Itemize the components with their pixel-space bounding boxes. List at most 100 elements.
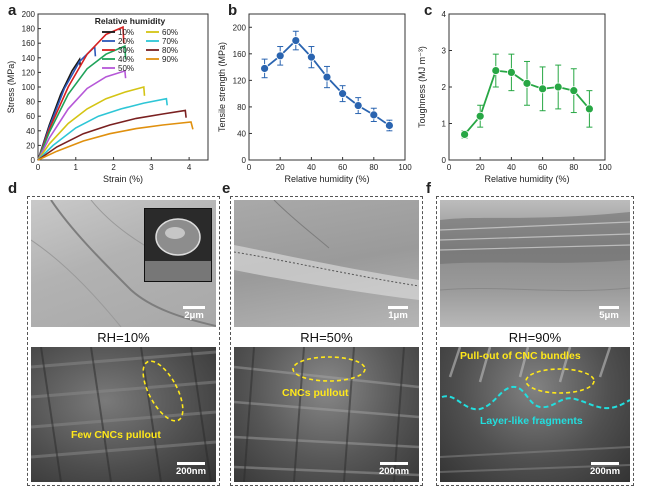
chart-c-data-point <box>475 111 485 121</box>
sem-texture-f-bottom <box>440 347 630 473</box>
chart-b-xtick-label: 40 <box>307 163 316 172</box>
legend-label-10pct: 10% <box>118 28 134 37</box>
chart-a-ytick-label: 180 <box>22 25 36 34</box>
chart-b-ytick-label: 200 <box>233 23 247 32</box>
chart-c-data-point <box>491 66 501 75</box>
series-line-40pct <box>37 44 127 161</box>
chart-c-data-point <box>522 78 532 88</box>
sem-texture-d-bottom <box>31 347 216 482</box>
series-line-70pct <box>37 97 168 161</box>
chart-c-ytick-label: 4 <box>442 10 447 19</box>
chart-b-xtick-label: 80 <box>369 163 378 172</box>
chart-b-data-point <box>338 89 347 99</box>
sem-image-d-bottom: Few CNCs pullout 200nm <box>31 347 216 482</box>
chart-c-data-point <box>569 86 579 96</box>
legend-label-80pct: 80% <box>162 46 178 55</box>
sem-panel-d: 2μm RH=10% Few CNCs pullout 200nm <box>27 196 220 486</box>
chart-c-data-point <box>460 130 469 139</box>
chart-c-data-point <box>553 82 563 92</box>
chart-a-xtick-label: 4 <box>187 163 192 172</box>
chart-b-ytick-label: 80 <box>237 103 246 112</box>
legend-label-20pct: 20% <box>118 37 134 46</box>
series-line-30pct <box>37 25 125 161</box>
series-line-50pct <box>37 69 127 161</box>
rh-label-e: RH=50% <box>300 330 353 345</box>
chart-c-xtick-label: 0 <box>447 163 452 172</box>
scale-label-f-top: 5μm <box>599 310 619 321</box>
chart-c-xtick-label: 80 <box>569 163 578 172</box>
panel-label-e: e <box>222 180 231 197</box>
legend-label-70pct: 70% <box>162 37 178 46</box>
panel-label-a: a <box>8 2 17 19</box>
toughness-chart: 0 20 40 60 80 100 0 1 2 3 4 Relative humidity (%) To… <box>417 10 612 184</box>
sem-image-f-bottom: Pull-out of CNC bundles Layer-like fragm… <box>440 347 630 482</box>
chart-c-data-point <box>507 68 516 77</box>
chart-b-ytick-label: 40 <box>237 129 246 138</box>
scale-bar-f-bottom: 200nm <box>585 462 625 477</box>
chart-a-ytick-label: 60 <box>26 112 35 121</box>
legend-label-30pct: 30% <box>118 46 134 55</box>
tensile-strength-chart: 0 20 40 60 80 100 0 40 80 120 160 200 Relative humid… <box>217 13 412 184</box>
scale-label-e-bottom: 200nm <box>378 466 410 477</box>
annotation-d: Few CNCs pullout <box>71 429 161 441</box>
chart-a-ytick-label: 140 <box>22 54 36 63</box>
chart-c-xtick-label: 20 <box>476 163 485 172</box>
scale-bar-e-bottom: 200nm <box>374 462 414 477</box>
scale-label-d-bottom: 200nm <box>175 466 207 477</box>
chart-a-ytick-label: 100 <box>22 83 36 92</box>
chart-b-data-point <box>291 36 301 45</box>
legend-title: Relative humidity <box>95 16 166 26</box>
sem-image-f-top: 5μm <box>440 200 630 327</box>
chart-b-data-point <box>353 101 363 110</box>
sem-texture-e-bottom <box>234 347 419 482</box>
scale-bar-d-bottom: 200nm <box>171 462 211 477</box>
panel-label-b: b <box>228 2 238 19</box>
chart-b-xtick-label: 60 <box>338 163 347 172</box>
chart-a-ytick-label: 120 <box>22 68 36 77</box>
rh-label-f: RH=90% <box>508 330 562 345</box>
chart-a-xtick-label: 1 <box>74 163 79 172</box>
annotation-f: Pull-out of CNC bundles <box>460 350 581 362</box>
chart-a-ytick-label: 40 <box>26 127 35 136</box>
chart-b-data-point <box>260 64 269 73</box>
chart-a-ytick-label: 0 <box>31 156 36 165</box>
chart-c-xtick-label: 60 <box>538 163 547 172</box>
chart-a-ytick-label: 20 <box>26 141 35 150</box>
rh-label-d: RH=10% <box>97 330 150 345</box>
chart-c-ytick-label: 0 <box>442 156 447 165</box>
sem-panel-e: 1μm RH=50% CNCs pullout 200nm <box>230 196 423 486</box>
sample-photo-inset <box>144 208 212 282</box>
scale-bar-e-top: 1μm <box>383 306 413 321</box>
chart-a-xlabel: Strain (%) <box>103 174 143 184</box>
sample-film-icon <box>145 218 211 281</box>
legend-label-90pct: 90% <box>162 55 178 64</box>
chart-c-data-point <box>584 104 594 114</box>
chart-b-data-point <box>307 52 316 62</box>
chart-b-plot-frame <box>248 13 406 161</box>
chart-b-xtick-label: 100 <box>398 163 412 172</box>
chart-c-ytick-label: 2 <box>442 83 447 92</box>
sem-texture-e-top <box>234 200 419 300</box>
scale-bar-f-top: 5μm <box>594 306 624 321</box>
chart-a-ytick-label: 160 <box>22 39 36 48</box>
chart-b-xtick-label: 0 <box>247 163 252 172</box>
chart-b-ytick-label: 120 <box>233 76 247 85</box>
sem-image-e-bottom: CNCs pullout 200nm <box>234 347 419 482</box>
scale-label-d-top: 2μm <box>184 310 204 321</box>
legend-label-50pct: 50% <box>118 64 134 73</box>
chart-b-data-point <box>322 72 332 82</box>
panel-label-d: d <box>8 180 18 197</box>
chart-c-ytick-label: 1 <box>442 120 447 129</box>
chart-a-ytick-label: 200 <box>22 10 36 19</box>
sem-panel-f: 5μm RH=90% Pull-out of CNC bundles Layer… <box>436 196 634 486</box>
annotation-f-cyan: Layer-like fragments <box>480 415 583 427</box>
chart-b-xtick-label: 20 <box>276 163 285 172</box>
chart-a-ylabel: Stress (MPa) <box>6 61 16 114</box>
legend-label-40pct: 40% <box>118 55 134 64</box>
scale-label-e-top: 1μm <box>388 310 408 321</box>
sem-image-d-top: 2μm <box>31 200 216 327</box>
chart-a-xtick-label: 0 <box>36 163 41 172</box>
chart-c-ytick-label: 3 <box>442 47 447 56</box>
chart-b-data-point <box>275 51 285 61</box>
